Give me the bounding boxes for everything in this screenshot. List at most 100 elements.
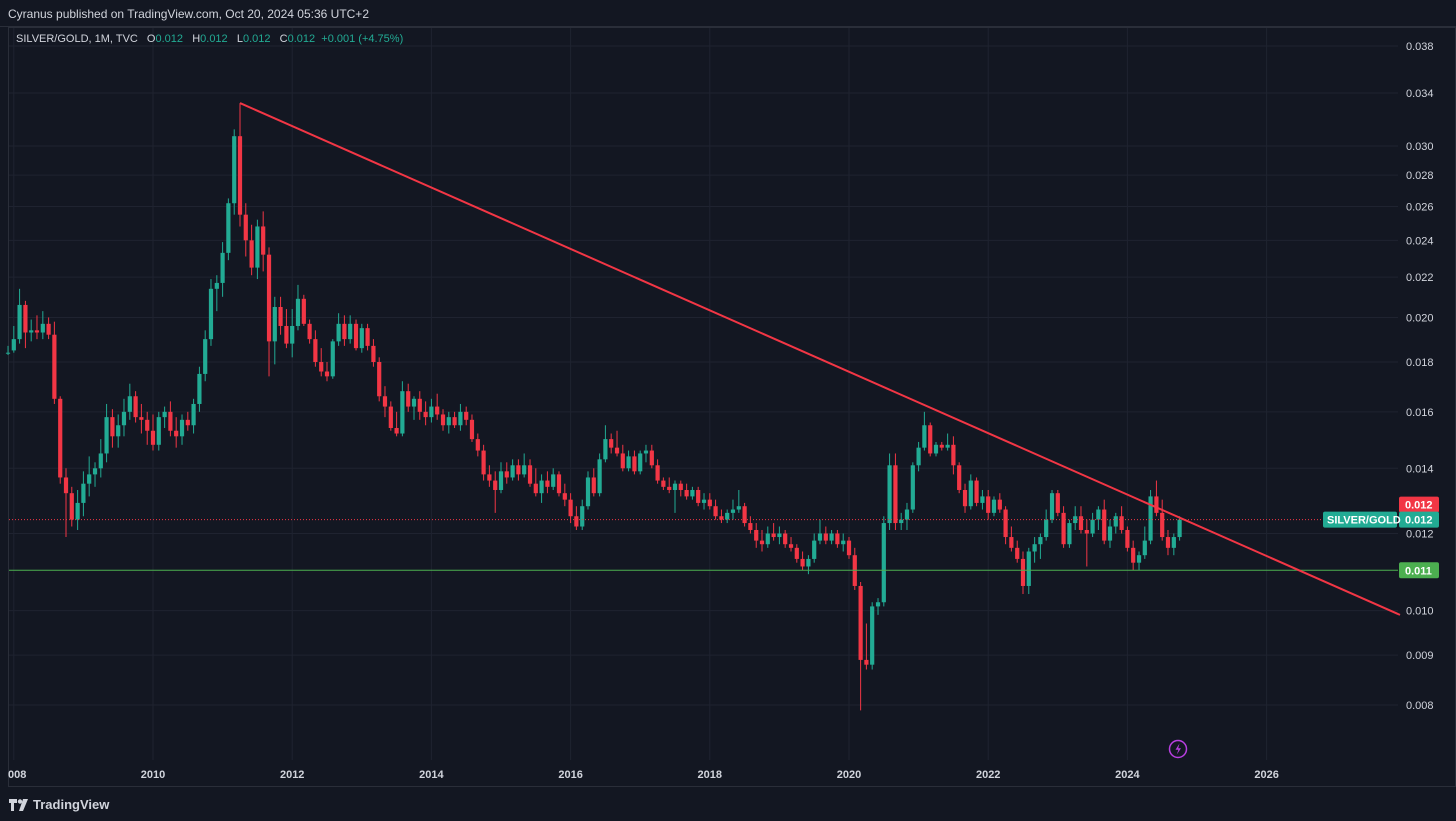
candle [348,315,353,344]
candle [1090,512,1095,538]
candle [359,323,364,353]
candle [551,468,556,490]
candle-body [475,439,480,451]
y-tick-label: 0.009 [1406,650,1434,662]
candle-body [887,465,892,524]
candle-body [794,547,799,559]
candle-body [440,414,446,426]
candle [678,480,683,497]
candle [1177,516,1182,541]
candle [29,319,34,342]
y-tick-label: 0.022 [1406,272,1434,284]
y-tick-label: 0.038 [1406,41,1434,53]
drawings[interactable] [9,102,1401,616]
candle-body [388,406,393,428]
candle-body [661,480,666,487]
candle [922,411,927,451]
candle [406,383,411,412]
candle [620,444,625,472]
candle [498,462,504,494]
candle-body [574,516,579,527]
candle-body [359,328,364,349]
candle-body [324,371,330,377]
candle [481,444,486,481]
candle-body [893,465,898,524]
candle-body [522,465,527,475]
candle [632,450,637,475]
candle [1148,489,1153,545]
candle-body [452,417,457,426]
candle [945,433,950,451]
symbol-legend[interactable]: SILVER/GOLD, 1M, TVC O0.012 H0.012 L0.01… [16,33,403,45]
candle-body [835,533,840,545]
candle-body [504,471,509,478]
candle-body [139,417,144,420]
candle [464,406,469,426]
candle-body [353,323,359,349]
legend-low-label: L [236,33,243,45]
candle-body [649,450,654,466]
candle [980,489,985,510]
x-tick-label: 2024 [1115,769,1140,781]
candle [168,401,173,437]
tradingview-logo[interactable]: TradingView [9,797,109,812]
candle-body [672,483,678,490]
candle-body [261,226,266,255]
candle-body [446,417,451,426]
candle [249,224,254,276]
candle-body [1160,512,1165,538]
candle [974,477,979,507]
candle-body [719,516,724,520]
candle-body [1020,558,1026,586]
candle [63,468,69,538]
time-axis[interactable]: 008 2010 2012 2014 2016 2018 2020 2022 2024 2026 [8,769,1279,781]
candle-body [1171,537,1176,548]
candle [237,103,243,227]
candle [562,483,567,507]
candle-body [667,486,672,490]
candle-body [829,533,834,541]
grid-lines [9,28,1398,760]
candle-body [116,425,121,437]
candle-body [939,444,944,448]
y-tick-label: 0.016 [1406,407,1434,419]
legend-high-value: 0.012 [200,33,228,45]
candle [46,317,51,340]
trendline[interactable] [239,102,1401,616]
candle [991,496,997,517]
candle [788,537,794,552]
lightning-icon-ring [1168,739,1188,759]
candle [643,444,649,463]
candle [156,411,161,451]
candle [667,477,672,494]
candle-body [591,477,596,494]
candle-body [638,453,643,472]
candle-body [684,489,689,497]
candle [817,519,823,545]
candle [371,339,376,367]
candle [278,296,283,335]
lightning-icon[interactable] [1168,739,1188,759]
candle [585,471,591,510]
candle-body [423,411,428,418]
candle-body [516,465,521,475]
candle-body [98,453,103,469]
candle [98,439,103,478]
price-axis[interactable]: 0.038 0.034 0.030 0.028 0.026 0.024 0.022 0.020… [1406,41,1434,712]
legend-symbol[interactable]: SILVER/GOLD, 1M, TVC [16,33,138,45]
candle-body [127,396,132,412]
candle-body [1090,519,1095,534]
candle [40,311,45,340]
candle [527,459,533,487]
candle [904,502,910,530]
candle [284,309,289,349]
candle-body [533,483,538,494]
candle-body [319,362,324,372]
candle-body [278,306,283,326]
candle [1131,540,1136,571]
candle [603,425,608,463]
candle-body [841,540,846,545]
candle [614,430,620,457]
candle-body [284,325,289,344]
